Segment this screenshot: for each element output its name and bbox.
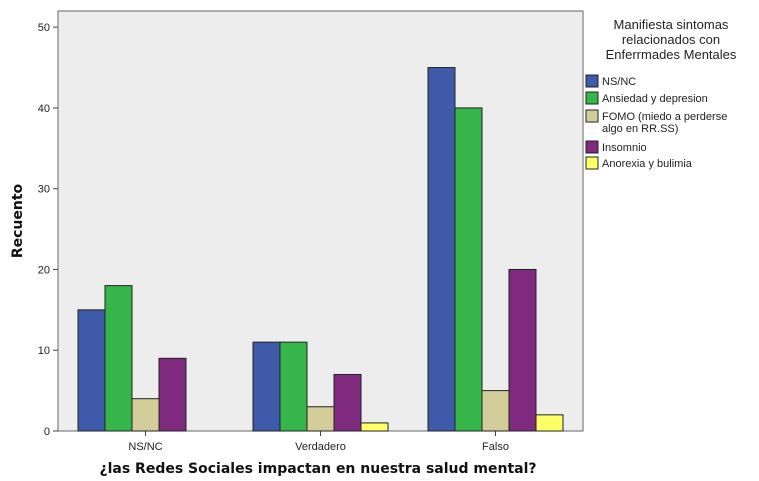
bar — [104, 285, 133, 432]
y-tick-label: 10 — [38, 345, 50, 357]
legend-title: Enferrmades Mentales — [606, 47, 737, 62]
y-tick-label: 50 — [38, 22, 50, 34]
x-tick-label: NS/NC — [128, 441, 162, 453]
bar — [360, 422, 389, 432]
legend-title: relacionados con — [622, 32, 720, 47]
bars — [77, 67, 564, 432]
bar — [252, 341, 281, 432]
bar — [131, 398, 160, 432]
legend-swatch — [585, 140, 599, 154]
legend-swatch — [585, 91, 599, 105]
legend-label: Insomnio — [602, 142, 647, 154]
bar — [333, 373, 362, 432]
legend-swatch — [585, 109, 599, 123]
y-tick-label: 40 — [38, 103, 50, 115]
y-tick-label: 0 — [44, 426, 50, 438]
y-tick-label: 20 — [38, 264, 50, 276]
y-tick-label: 30 — [38, 184, 50, 196]
bar — [454, 107, 483, 432]
x-tick-label: Falso — [482, 441, 509, 453]
legend-label: FOMO (miedo a perderse — [602, 111, 727, 123]
x-axis-title: ¿las Redes Sociales impactan en nuestra … — [99, 461, 536, 477]
bar — [427, 67, 456, 432]
legend-label: algo en RR.SS) — [602, 123, 678, 135]
bar — [158, 357, 187, 432]
bar — [508, 268, 537, 432]
legend-swatch — [585, 74, 599, 88]
y-axis-title: Recuento — [10, 183, 26, 258]
legend-label: Anorexia y bulimia — [602, 158, 693, 170]
x-tick-label: Verdadero — [295, 441, 346, 453]
legend-swatch — [585, 156, 599, 170]
y-axis: 0 10 20 30 40 50 — [38, 22, 58, 438]
bar — [279, 341, 308, 432]
legend-label: NS/NC — [602, 76, 636, 88]
legend-title: Manifiesta sintomas — [614, 17, 729, 32]
x-axis: NS/NC Verdadero Falso — [128, 431, 509, 453]
bar — [535, 414, 564, 432]
bar — [77, 309, 106, 432]
bar — [306, 406, 335, 432]
legend-label: Ansiedad y depresion — [602, 93, 708, 105]
plot-area — [57, 10, 584, 432]
bar — [481, 390, 510, 432]
